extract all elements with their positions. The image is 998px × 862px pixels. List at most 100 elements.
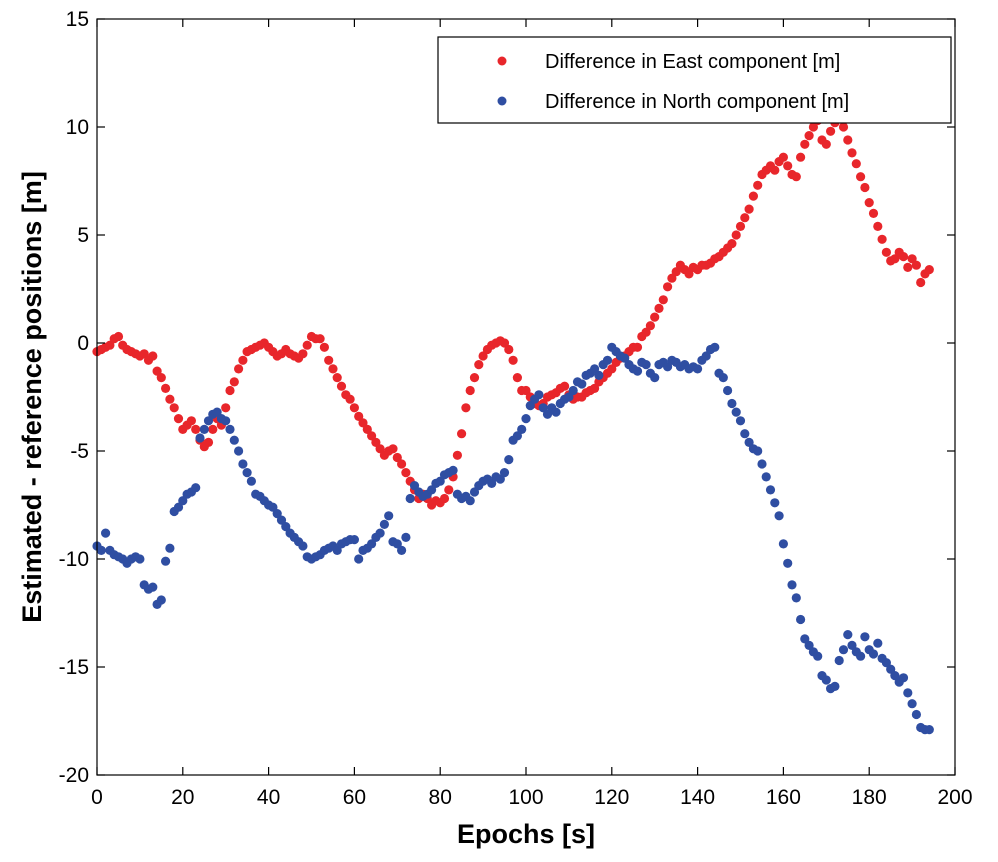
data-point-series0-194 — [924, 265, 934, 275]
data-point-series1-133 — [663, 362, 673, 372]
data-point-series0-53 — [319, 342, 329, 352]
data-point-series1-162 — [787, 580, 797, 590]
data-point-series0-192 — [916, 277, 926, 288]
data-point-series0-170 — [821, 139, 831, 149]
data-point-series1-146 — [718, 373, 728, 383]
data-point-series1-36 — [246, 476, 256, 486]
data-point-series0-165 — [800, 139, 810, 149]
y-tick-label-7: 15 — [66, 8, 89, 31]
data-point-series1-172 — [830, 681, 840, 692]
data-point-series0-180 — [864, 198, 874, 208]
data-point-series1-33 — [234, 446, 244, 456]
data-point-series0-184 — [881, 247, 892, 257]
data-point-series0-85 — [457, 429, 467, 439]
data-point-series0-61 — [354, 411, 364, 421]
data-point-series0-60 — [349, 403, 359, 413]
data-point-series0-163 — [791, 172, 801, 182]
data-point-series0-149 — [731, 230, 741, 240]
data-point-series1-19 — [173, 502, 184, 512]
data-point-series0-56 — [332, 373, 342, 383]
data-point-series1-182 — [873, 638, 883, 648]
legend-box — [437, 36, 952, 124]
data-point-series1-83 — [448, 465, 458, 475]
data-point-series0-151 — [740, 213, 750, 223]
data-point-series0-16 — [161, 383, 171, 393]
data-point-series1-123 — [620, 353, 630, 363]
data-point-series0-158 — [770, 165, 780, 175]
legend-label-north: Difference in North component [m] — [545, 91, 849, 113]
data-point-series1-105 — [542, 409, 553, 419]
data-point-series0-63 — [362, 424, 372, 434]
data-point-series1-116 — [590, 364, 600, 374]
data-point-series0-33 — [234, 364, 244, 374]
data-point-series1-117 — [594, 370, 604, 380]
data-point-series1-35 — [242, 468, 252, 478]
data-point-series0-161 — [783, 161, 793, 171]
data-point-series0-126 — [632, 342, 643, 352]
data-point-series0-181 — [868, 208, 879, 218]
data-point-series1-15 — [156, 595, 166, 605]
data-point-series1-149 — [731, 407, 741, 417]
data-point-series1-178 — [856, 651, 866, 661]
data-point-series1-13 — [148, 582, 158, 592]
data-point-series0-134 — [667, 273, 677, 283]
data-point-series1-28 — [212, 407, 222, 417]
data-point-series1-158 — [770, 498, 780, 508]
data-point-series0-186 — [890, 254, 900, 264]
data-point-series1-98 — [512, 431, 523, 441]
data-point-series1-2 — [101, 528, 111, 538]
data-point-series0-27 — [208, 424, 218, 434]
data-point-series0-177 — [851, 159, 861, 169]
data-point-series1-100 — [521, 414, 531, 424]
data-point-series0-81 — [439, 493, 450, 504]
data-point-series0-14 — [152, 366, 162, 376]
data-point-series0-171 — [826, 126, 836, 136]
series-1 — [92, 342, 934, 735]
data-point-series1-17 — [165, 543, 175, 553]
data-point-series0-166 — [804, 131, 814, 141]
data-point-series0-17 — [165, 394, 175, 404]
data-point-series0-11 — [139, 349, 149, 359]
data-point-series0-175 — [843, 135, 853, 145]
data-point-series1-95 — [499, 468, 510, 478]
data-point-series0-135 — [671, 267, 681, 277]
data-point-series1-166 — [804, 640, 814, 651]
data-point-series1-163 — [791, 593, 801, 603]
data-point-series1-61 — [354, 554, 364, 564]
data-point-series1-16 — [161, 556, 171, 566]
data-point-series1-25 — [199, 424, 209, 434]
data-point-series1-87 — [465, 496, 475, 506]
data-point-series1-44 — [281, 522, 291, 532]
data-point-series0-55 — [328, 364, 338, 374]
data-point-series0-70 — [392, 452, 402, 463]
x-tick-label-0: 0 — [91, 786, 103, 809]
data-point-series0-18 — [169, 403, 179, 413]
data-point-series1-128 — [641, 360, 651, 370]
data-point-series0-13 — [148, 351, 158, 361]
data-point-series1-96 — [504, 455, 514, 465]
data-point-series0-130 — [650, 312, 660, 322]
data-point-series1-71 — [397, 545, 407, 556]
data-point-series1-23 — [191, 483, 201, 493]
x-tick-label-7: 140 — [680, 786, 715, 809]
data-point-series1-191 — [911, 709, 922, 720]
data-point-series1-64 — [367, 539, 377, 549]
data-point-series0-5 — [113, 331, 124, 342]
data-point-series0-191 — [911, 260, 922, 270]
data-point-series0-64 — [367, 431, 377, 441]
data-point-series1-157 — [765, 485, 776, 495]
data-point-series0-15 — [156, 373, 166, 383]
data-point-series0-133 — [663, 282, 673, 292]
data-point-series0-100 — [521, 385, 531, 396]
x-tick-label-9: 180 — [852, 786, 887, 809]
data-point-series1-68 — [384, 511, 394, 521]
data-point-series1-190 — [907, 699, 917, 709]
data-point-series1-99 — [517, 424, 527, 434]
data-point-series0-30 — [221, 403, 231, 413]
x-tick-label-5: 100 — [508, 786, 543, 809]
data-point-series1-155 — [757, 459, 767, 469]
data-point-series0-52 — [315, 334, 325, 344]
data-point-series0-95 — [499, 338, 510, 348]
